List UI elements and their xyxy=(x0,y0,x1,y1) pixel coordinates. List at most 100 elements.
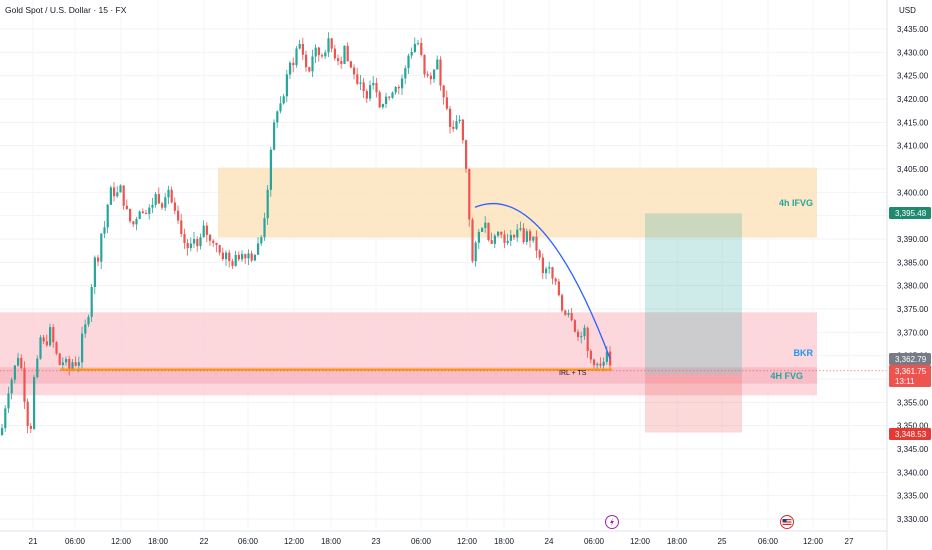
candle-body xyxy=(285,74,288,97)
candle-body xyxy=(132,221,135,225)
candle-body xyxy=(369,85,372,99)
candle-body xyxy=(314,47,317,57)
candle-body xyxy=(349,61,352,68)
candle-body xyxy=(506,240,509,243)
candle-body xyxy=(193,239,196,244)
candle-body xyxy=(500,231,503,235)
candle-body xyxy=(404,68,407,79)
long-position-tool[interactable] xyxy=(645,213,742,433)
candle-body xyxy=(221,252,224,260)
candle-body xyxy=(100,233,103,262)
candle-body xyxy=(484,222,487,228)
candle-body xyxy=(420,43,423,56)
candle-body xyxy=(378,92,381,108)
candle-body xyxy=(189,243,192,249)
candle-body xyxy=(599,363,602,366)
time-axis[interactable]: 21 06:00 12:00 18:00 22 06:00 12:00 18:00 23 06:0… xyxy=(29,537,854,546)
candle-body xyxy=(548,267,551,269)
candle-body xyxy=(77,362,80,366)
candle-body xyxy=(49,327,52,346)
drawings-layer[interactable] xyxy=(0,202,887,372)
y-tick-label: 3,400.00 xyxy=(897,188,929,197)
candle-body xyxy=(388,96,391,98)
candle-body xyxy=(337,58,340,62)
candle-body xyxy=(596,363,599,366)
candle-body xyxy=(493,235,496,244)
candle-body xyxy=(509,234,512,241)
candle-body xyxy=(97,257,100,262)
position-stop-area xyxy=(645,374,742,433)
candle-body xyxy=(125,205,128,209)
price-axis[interactable]: 3,330.00 3,335.00 3,340.00 3,345.00 3,350.00… xyxy=(886,0,929,550)
candle-body xyxy=(253,254,256,261)
candle-body xyxy=(84,324,87,334)
candle-body xyxy=(535,236,538,251)
candle-body xyxy=(449,108,452,127)
candle-body xyxy=(74,362,77,366)
candle-body xyxy=(212,240,215,243)
candle-body xyxy=(273,122,276,150)
candle-body xyxy=(93,257,96,287)
candle-body xyxy=(564,310,567,315)
candle-body xyxy=(116,192,119,197)
candle-body xyxy=(103,227,106,234)
candle-body xyxy=(458,119,461,122)
target-price-tag: 3,395.48 xyxy=(889,207,931,219)
lightning-icon[interactable] xyxy=(605,515,619,529)
x-tick-label: 06:00 xyxy=(758,537,779,546)
y-tick-label: 3,390.00 xyxy=(897,235,929,244)
candle-body xyxy=(538,250,541,258)
candle-body xyxy=(167,189,170,198)
candle-body xyxy=(10,379,13,394)
candle-body xyxy=(481,227,484,232)
candle-body xyxy=(231,261,234,266)
currency-label: USD xyxy=(899,6,916,15)
candle-body xyxy=(327,38,330,53)
candle-body xyxy=(234,254,237,266)
candle-body xyxy=(55,342,58,354)
candle-body xyxy=(602,361,605,366)
x-tick-label: 12:00 xyxy=(803,537,824,546)
candle-body xyxy=(218,245,221,253)
candle-body xyxy=(173,202,176,211)
candle-body xyxy=(209,234,212,241)
x-tick-label: 12:00 xyxy=(457,537,478,546)
candle-body xyxy=(461,119,464,141)
candle-body xyxy=(436,59,439,70)
candle-body xyxy=(33,377,36,429)
y-tick-label: 3,340.00 xyxy=(897,468,929,477)
x-tick-label: 23 xyxy=(372,537,381,546)
label-4h-ifvg: 4h IFVG xyxy=(779,198,813,208)
candle-body xyxy=(465,140,468,169)
svg-text:13:11: 13:11 xyxy=(895,377,915,386)
candle-body xyxy=(170,189,173,203)
candle-body xyxy=(426,74,429,76)
candle-body xyxy=(244,254,247,259)
candle-body xyxy=(154,194,157,205)
candle-body xyxy=(260,237,263,244)
candle-body xyxy=(39,337,42,359)
candle-body xyxy=(439,59,442,86)
candle-body xyxy=(247,253,250,259)
candle-body xyxy=(375,83,378,93)
x-tick-label: 21 xyxy=(29,537,38,546)
candle-body xyxy=(605,351,608,362)
candle-body xyxy=(433,69,436,80)
candle-body xyxy=(17,357,20,366)
y-tick-label: 3,430.00 xyxy=(897,48,929,57)
us-flag-icon[interactable] xyxy=(780,515,794,529)
candle-body xyxy=(573,320,576,332)
symbol-title[interactable]: Gold Spot / U.S. Dollar · 15 · FX xyxy=(5,5,127,15)
x-tick-label: 22 xyxy=(200,537,209,546)
candle-body xyxy=(381,103,384,108)
candle-body xyxy=(474,242,477,262)
svg-text:3,361.75: 3,361.75 xyxy=(895,367,927,376)
candle-body xyxy=(429,75,432,80)
candle-body xyxy=(580,336,583,338)
y-tick-label: 3,435.00 xyxy=(897,25,929,34)
candle-body xyxy=(65,358,68,363)
candle-body xyxy=(516,229,519,238)
candle-body xyxy=(445,97,448,109)
candle-body xyxy=(468,168,471,220)
